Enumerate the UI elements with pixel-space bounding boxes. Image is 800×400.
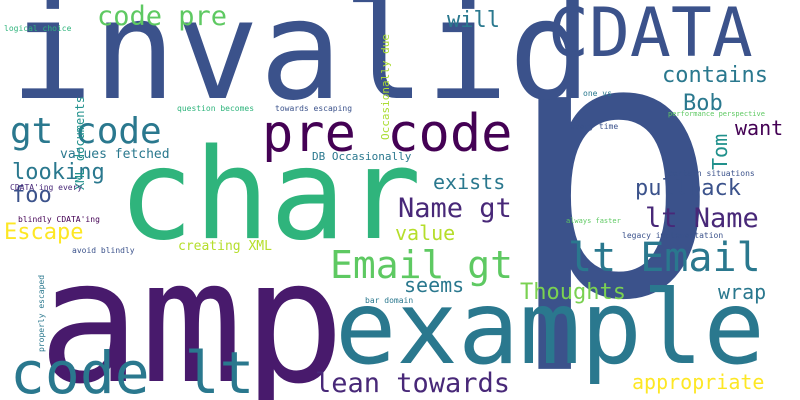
word: Thoughts (520, 280, 626, 305)
word: want (735, 116, 784, 140)
word: bar domain (365, 296, 414, 305)
word: code pre (97, 1, 228, 32)
word: lt Name (645, 203, 759, 234)
word: certain situations (668, 169, 755, 178)
word: DB Occasionally (312, 150, 412, 163)
word: pre code (262, 104, 513, 164)
word: lean towards (315, 368, 511, 399)
word: Occasionally due (379, 34, 392, 140)
word: Escape (4, 220, 84, 245)
word: towards escaping (275, 104, 353, 113)
word: example (335, 269, 765, 388)
word: appropriate (632, 370, 765, 394)
word: avoid blindly (72, 246, 135, 255)
word: Email gt (330, 243, 514, 287)
word: looking (12, 160, 105, 185)
word: properly escaped (37, 274, 46, 352)
word: question becomes (177, 104, 255, 113)
word: invalid (10, 0, 592, 131)
word: Name gt (398, 193, 512, 224)
word: exists (433, 170, 506, 194)
word: always faster (566, 217, 621, 225)
word: foo (12, 183, 52, 208)
word: one vs (583, 89, 612, 98)
word: Tom (708, 133, 732, 170)
word: XML documents (73, 96, 87, 190)
word: logical choice (4, 24, 72, 33)
word: every time (570, 122, 619, 131)
word: values fetched (60, 147, 170, 162)
word: Bob (683, 91, 723, 116)
word: char (118, 121, 422, 268)
word: creating XML (178, 239, 272, 254)
word: will (447, 8, 500, 33)
word: blindly CDATA'ing (18, 215, 100, 224)
word: performance perspective (668, 110, 765, 118)
word: wrap (718, 280, 767, 304)
word: CDATA (548, 0, 753, 73)
word: CDATA'ing every (10, 183, 83, 192)
word: code lt (10, 339, 255, 400)
word: seems (404, 273, 465, 297)
word: amp (38, 224, 346, 400)
word: lt Email (568, 235, 761, 281)
word: pullback (635, 176, 741, 201)
word: p (505, 0, 722, 379)
word: value (395, 221, 456, 245)
word: legacy implementation (622, 231, 724, 240)
word: contains (662, 63, 768, 88)
word: gt code (10, 111, 162, 152)
